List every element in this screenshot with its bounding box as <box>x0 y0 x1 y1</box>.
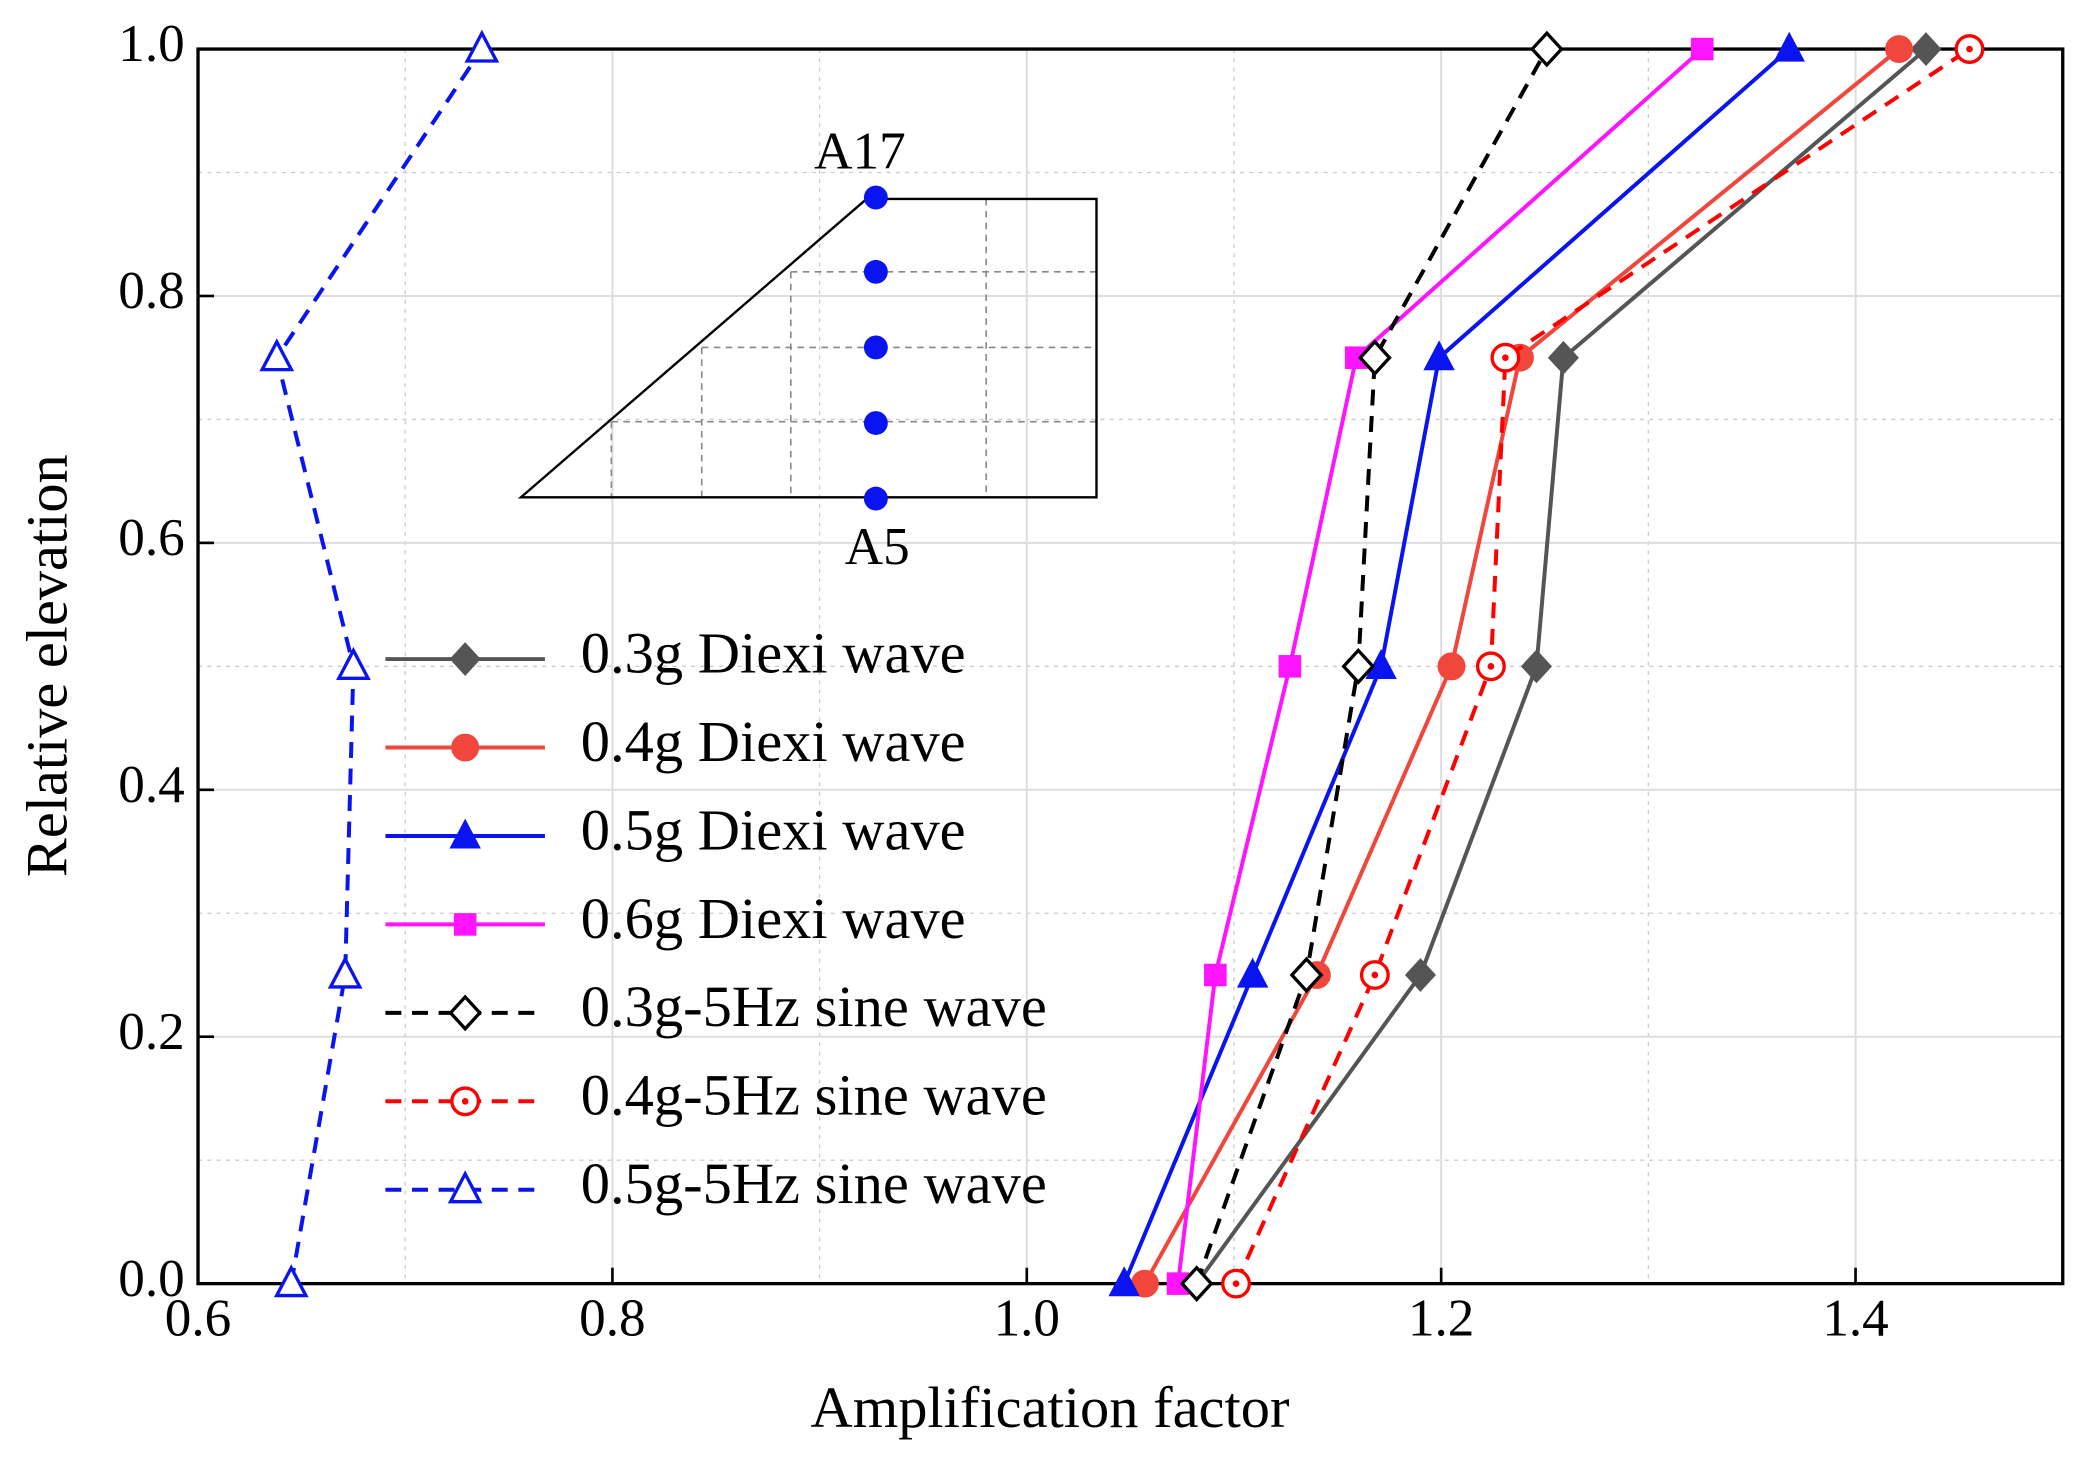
inset-label: A17 <box>814 123 906 181</box>
marker <box>1885 35 1914 63</box>
marker <box>1357 339 1392 377</box>
marker <box>1437 652 1466 681</box>
marker <box>447 1170 483 1204</box>
x-tick-label: 0.6 <box>165 1290 231 1348</box>
inset-label: A5 <box>845 518 910 576</box>
series <box>259 29 500 1298</box>
marker <box>453 913 477 936</box>
series <box>1181 32 1942 1301</box>
y-tick-label: 0.4 <box>118 756 184 814</box>
y-axis-title: Relative elevation <box>15 454 80 877</box>
y-tick-label: 0.0 <box>118 1250 184 1308</box>
plot-area: 0.6 0.8 1.0 1.2 1.4 0.0 0.2 0.4 0.6 0.8 1.0 0.3g Di… <box>118 15 2065 1348</box>
marker-dot <box>1371 971 1379 979</box>
marker <box>449 818 481 849</box>
marker <box>336 646 371 680</box>
marker <box>1423 340 1455 371</box>
y-tick-label: 0.8 <box>118 262 184 320</box>
marker <box>273 1264 309 1298</box>
marker-dot <box>1502 354 1509 362</box>
marker <box>1289 956 1324 994</box>
x-tick-label: 1.4 <box>1822 1290 1888 1348</box>
x-axis-title: Amplification factor <box>810 1375 1289 1440</box>
legend-label: 0.6g Diexi wave <box>581 886 966 951</box>
marker <box>464 29 500 63</box>
marker-dot <box>461 1097 469 1105</box>
series <box>1221 34 1985 1299</box>
marker-dot <box>1966 45 1973 53</box>
legend-label: 0.4g Diexi wave <box>581 709 966 774</box>
marker <box>1910 32 1942 66</box>
marker <box>259 338 295 372</box>
legend-label: 0.5g-5Hz sine wave <box>581 1151 1047 1216</box>
marker <box>451 733 480 762</box>
marker <box>1547 340 1579 375</box>
marker-dot <box>1487 663 1495 670</box>
legend-label: 0.3g-5Hz sine wave <box>581 974 1047 1039</box>
legend-label: 0.4g-5Hz sine wave <box>581 1063 1047 1128</box>
y-tick-label: 0.6 <box>118 509 184 567</box>
series <box>1108 31 1805 1297</box>
marker <box>1365 649 1397 679</box>
marker <box>1179 1265 1214 1302</box>
x-tick-label: 1.0 <box>994 1290 1060 1348</box>
legend-label: 0.5g Diexi wave <box>581 797 966 862</box>
y-tick-label: 0.2 <box>118 1003 184 1061</box>
marker <box>1278 655 1302 678</box>
marker <box>1204 963 1227 987</box>
inset: A17 A5 <box>517 123 1098 576</box>
marker <box>1341 647 1376 685</box>
marker <box>1108 1266 1140 1297</box>
marker <box>1529 30 1564 68</box>
marker <box>327 955 363 989</box>
marker <box>448 994 483 1032</box>
marker <box>1236 957 1269 988</box>
marker <box>1404 958 1436 992</box>
marker <box>1520 649 1552 684</box>
marker-dot <box>1232 1280 1240 1287</box>
marker <box>449 642 481 676</box>
series <box>1179 30 1564 1302</box>
marker <box>1773 31 1805 62</box>
y-tick-label: 1.0 <box>118 15 184 73</box>
legend-label: 0.3g Diexi wave <box>581 621 966 686</box>
series <box>1166 37 1714 1295</box>
marker <box>1690 37 1714 61</box>
x-tick-label: 0.8 <box>579 1290 645 1348</box>
x-tick-label: 1.2 <box>1408 1290 1474 1348</box>
